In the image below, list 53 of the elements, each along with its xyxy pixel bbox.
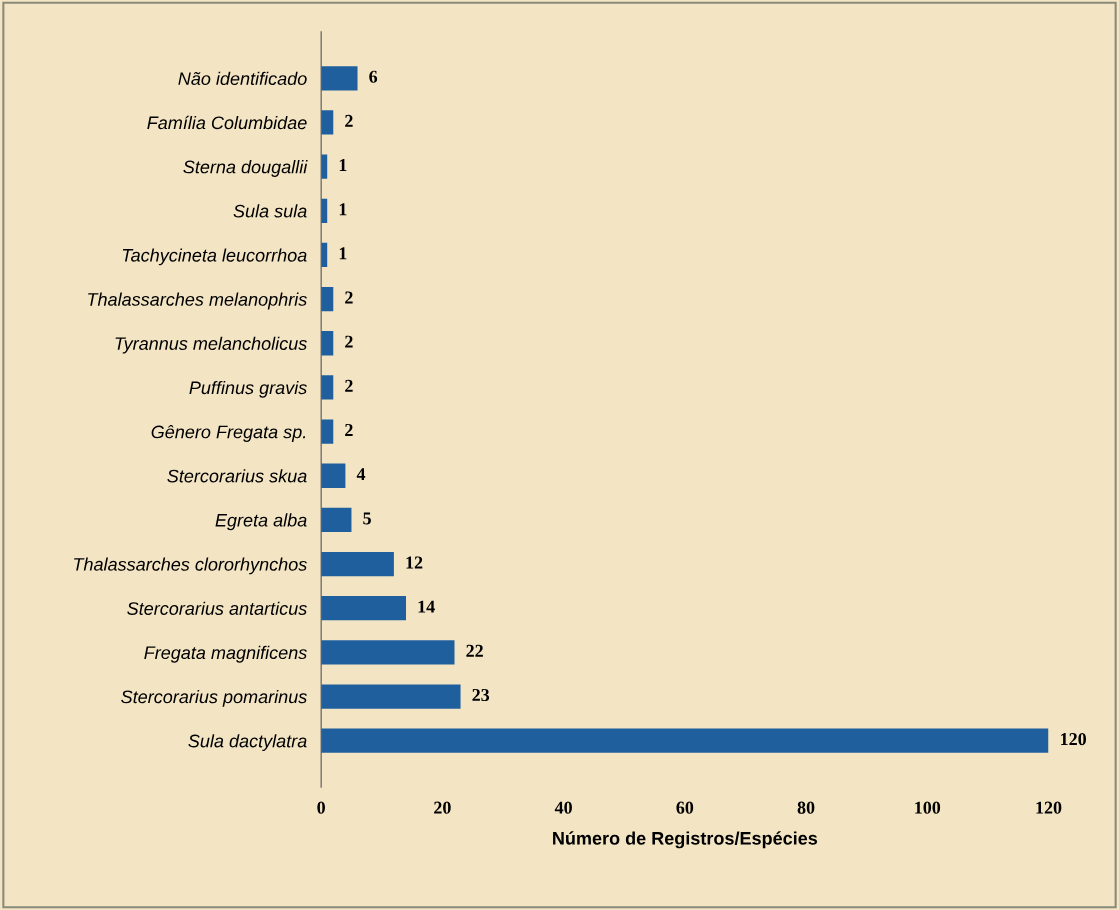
data-label: 2 (345, 291, 353, 304)
data-label: 12 (406, 556, 423, 569)
bar (321, 728, 1049, 753)
data-label: 2 (345, 423, 353, 436)
x-tick-label: 0 (317, 801, 325, 814)
y-tick-label: Não identificado (178, 71, 307, 86)
data-label: 6 (369, 70, 378, 83)
bar (321, 684, 461, 709)
bar (321, 66, 358, 91)
y-tick-label: Sterna dougallii (183, 160, 308, 177)
y-tick-label: Sula sula (233, 204, 307, 218)
data-label: 22 (466, 644, 483, 657)
x-tick-label: 120 (1036, 801, 1062, 814)
y-tick-label: Puffinus gravis (189, 380, 307, 398)
x-tick-label: 20 (434, 801, 451, 814)
bar (321, 375, 334, 400)
bar (321, 463, 346, 488)
bar (321, 286, 334, 312)
y-tick-label: Thalassarches clororhynchos (74, 557, 307, 575)
data-label: 14 (418, 600, 435, 613)
y-tick-label: Stercorarius antarticus (127, 601, 307, 615)
y-tick-label: Tachycineta leucorrhoa (122, 248, 307, 266)
bar (321, 419, 334, 444)
data-label: 2 (345, 379, 353, 392)
x-tick-label: 100 (915, 801, 941, 814)
x-tick-label: 40 (554, 801, 572, 814)
bar (321, 640, 455, 665)
x-tick-label: 60 (676, 801, 694, 814)
data-label: 5 (363, 512, 371, 525)
bar (321, 110, 334, 135)
y-tick-label: Sula dactylatra (188, 734, 307, 751)
data-label: 23 (472, 688, 490, 702)
y-tick-label: Família Columbidae (147, 115, 307, 130)
y-tick-label: Gênero Fregata sp. (151, 425, 306, 442)
bar (321, 551, 394, 577)
data-label: 1 (339, 247, 347, 260)
x-tick-label: 80 (797, 801, 815, 814)
y-tick-label: Tyrannus melancholicus (115, 336, 307, 354)
bar (321, 507, 352, 533)
y-tick-label: Thalassarches melanophris (88, 292, 307, 310)
bar (321, 331, 334, 356)
data-label: 1 (339, 203, 347, 216)
y-tick-label: Stercorarius pomarinus (121, 689, 307, 707)
data-label: 2 (345, 335, 353, 348)
data-label: 120 (1061, 733, 1087, 746)
y-tick-label: Fregata magnificens (144, 645, 307, 663)
data-label: 1 (339, 159, 347, 171)
data-label: 4 (356, 468, 366, 481)
y-tick-label: Egreta alba (215, 513, 307, 531)
data-label: 2 (345, 114, 353, 127)
y-tick-label: Stercorarius skua (167, 469, 307, 483)
x-axis-title: Número de Registros/Espécies (553, 831, 818, 849)
bar (321, 596, 407, 621)
